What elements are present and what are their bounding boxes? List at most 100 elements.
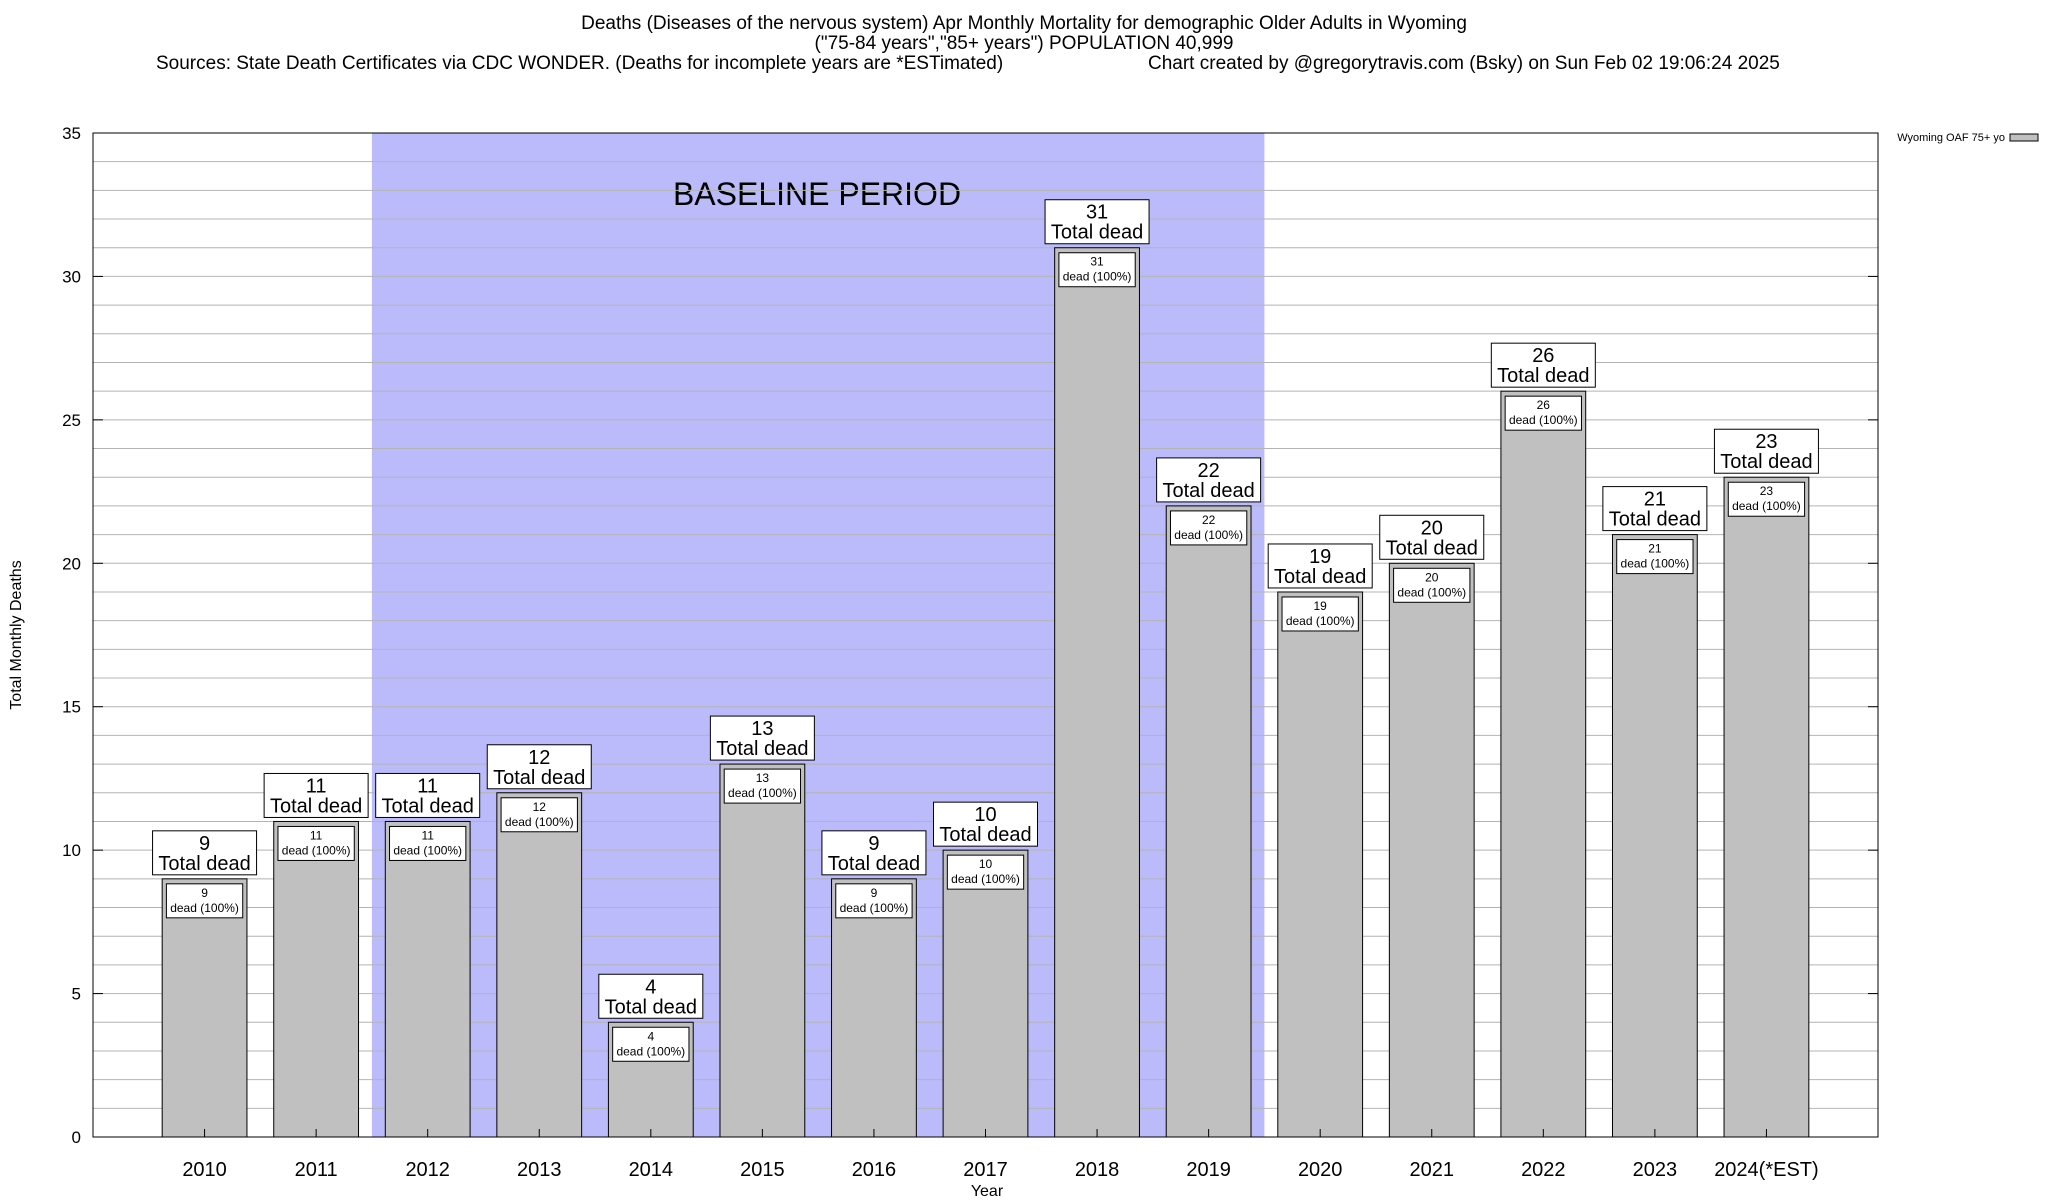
inner-label-box bbox=[1393, 567, 1471, 603]
inner-label-value: 20 bbox=[1425, 570, 1439, 584]
total-label-value: 13 bbox=[751, 718, 773, 740]
inner-label-text: dead (100%) bbox=[616, 1044, 685, 1058]
inner-label-value: 19 bbox=[1314, 599, 1328, 613]
total-label-text: Total dead bbox=[1162, 480, 1254, 502]
x-tick-label: 2019 bbox=[1186, 1159, 1231, 1181]
inner-label-box bbox=[500, 797, 578, 833]
total-label-text: Total dead bbox=[158, 853, 250, 875]
bar-2013 bbox=[496, 792, 583, 1138]
inner-label-value: 9 bbox=[871, 886, 878, 900]
inner-label-box bbox=[1169, 510, 1248, 546]
inner-label-value: 4 bbox=[647, 1029, 654, 1043]
x-tick-label: 2016 bbox=[852, 1159, 897, 1181]
inner-label-text: dead (100%) bbox=[1397, 585, 1466, 599]
bar-2024(*EST) bbox=[1723, 476, 1810, 1138]
total-label-box bbox=[486, 744, 592, 790]
total-label-value: 19 bbox=[1309, 546, 1331, 568]
total-label-box bbox=[1267, 543, 1373, 589]
bar-2021 bbox=[1388, 562, 1475, 1138]
inner-label-box bbox=[835, 883, 913, 919]
total-label-value: 11 bbox=[306, 775, 327, 797]
inner-label-box bbox=[723, 768, 802, 804]
total-label-text: Total dead bbox=[1720, 451, 1812, 473]
total-label-box bbox=[1044, 199, 1150, 245]
y-tick-label: 20 bbox=[62, 554, 81, 573]
total-label-text: Total dead bbox=[270, 795, 362, 817]
x-tick-label: 2022 bbox=[1521, 1159, 1566, 1181]
total-label-text: Total dead bbox=[828, 853, 920, 875]
total-label-value: 12 bbox=[528, 747, 550, 769]
y-tick-label: 35 bbox=[62, 124, 81, 143]
inner-label-value: 21 bbox=[1648, 542, 1662, 556]
inner-label-box bbox=[1058, 252, 1136, 288]
chart-sources-note: Sources: State Death Certificates via CD… bbox=[156, 53, 1004, 74]
inner-label-value: 22 bbox=[1202, 513, 1216, 527]
x-tick-label: 2020 bbox=[1298, 1159, 1343, 1181]
total-label-value: 10 bbox=[974, 804, 996, 826]
chart-credit-note: Chart created by @gregorytravis.com (Bsk… bbox=[1148, 53, 1780, 74]
total-label-box bbox=[1156, 457, 1262, 503]
inner-label-box bbox=[1616, 539, 1694, 575]
inner-label-text: dead (100%) bbox=[282, 843, 351, 857]
inner-label-box bbox=[277, 825, 355, 861]
plot-border bbox=[92, 132, 1879, 1138]
inner-label-box bbox=[1727, 481, 1806, 517]
inner-label-value: 23 bbox=[1760, 484, 1774, 498]
x-tick-label: 2010 bbox=[182, 1159, 227, 1181]
inner-label-box bbox=[389, 825, 467, 861]
x-axis-label: Year bbox=[971, 1183, 1004, 1200]
total-label-box bbox=[933, 801, 1038, 847]
inner-label-text: dead (100%) bbox=[505, 815, 574, 829]
legend-label: Wyoming OAF 75+ yo bbox=[1897, 132, 2005, 144]
inner-label-text: dead (100%) bbox=[1286, 614, 1355, 628]
bar-2023 bbox=[1611, 534, 1698, 1138]
x-tick-label: 2013 bbox=[517, 1159, 562, 1181]
total-label-value: 23 bbox=[1755, 431, 1777, 453]
total-label-box bbox=[1490, 342, 1596, 388]
y-tick-label: 10 bbox=[62, 841, 81, 860]
inner-label-box bbox=[612, 1026, 690, 1062]
x-tick-label: 2017 bbox=[963, 1159, 1008, 1181]
inner-label-value: 11 bbox=[421, 828, 434, 842]
total-label-value: 21 bbox=[1644, 489, 1666, 511]
x-tick-label: 2024(*EST) bbox=[1714, 1159, 1819, 1181]
total-label-value: 4 bbox=[645, 976, 656, 998]
inner-label-box bbox=[165, 883, 244, 919]
inner-label-value: 9 bbox=[201, 886, 208, 900]
inner-label-value: 13 bbox=[756, 771, 770, 785]
inner-label-text: dead (100%) bbox=[1063, 270, 1132, 284]
bar-2018 bbox=[1054, 247, 1140, 1138]
total-label-box bbox=[598, 973, 704, 1019]
total-label-value: 31 bbox=[1086, 202, 1108, 224]
inner-label-box bbox=[1504, 395, 1582, 431]
bar-2017 bbox=[942, 849, 1029, 1138]
total-label-box bbox=[821, 830, 927, 876]
total-label-text: Total dead bbox=[605, 996, 697, 1018]
y-tick-label: 25 bbox=[62, 411, 81, 430]
bar-2012 bbox=[384, 820, 471, 1138]
baseline-period-label: BASELINE PERIOD bbox=[673, 176, 961, 212]
bar-2016 bbox=[831, 878, 917, 1138]
total-label-box bbox=[375, 772, 481, 818]
inner-label-value: 12 bbox=[533, 800, 547, 814]
y-tick-label: 15 bbox=[62, 698, 81, 717]
inner-label-box bbox=[1281, 596, 1359, 632]
total-label-text: Total dead bbox=[1274, 566, 1366, 588]
total-label-value: 20 bbox=[1421, 517, 1443, 539]
inner-label-text: dead (100%) bbox=[840, 901, 909, 915]
bar-2019 bbox=[1165, 505, 1252, 1138]
inner-label-text: dead (100%) bbox=[1509, 413, 1578, 427]
y-tick-label: 30 bbox=[62, 267, 81, 286]
legend-swatch bbox=[2009, 133, 2039, 142]
total-label-text: Total dead bbox=[1497, 365, 1589, 387]
inner-label-value: 26 bbox=[1537, 398, 1551, 412]
y-tick-label: 0 bbox=[72, 1128, 81, 1147]
inner-label-value: 31 bbox=[1090, 255, 1104, 269]
total-label-value: 11 bbox=[417, 775, 438, 797]
total-label-text: Total dead bbox=[493, 767, 585, 789]
bar-2015 bbox=[719, 763, 806, 1138]
total-label-text: Total dead bbox=[1386, 537, 1478, 559]
chart-title-line-2: ("75-84 years","85+ years") POPULATION 4… bbox=[814, 33, 1234, 54]
x-tick-label: 2021 bbox=[1410, 1159, 1455, 1181]
